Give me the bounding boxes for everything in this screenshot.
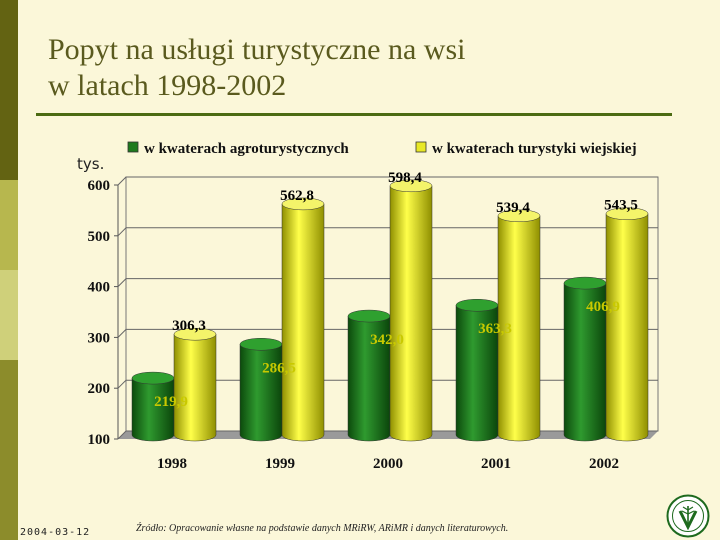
y-tick-label: 500 — [88, 229, 111, 245]
bar-top — [239, 338, 283, 351]
slide-title-line-1: Popyt na usługi turystyczne na wsi — [48, 33, 466, 66]
decorative-sidebar — [0, 0, 18, 540]
bar-top — [455, 298, 499, 312]
bar-top — [563, 276, 607, 290]
bar-2000-agro — [347, 315, 391, 442]
data-label: 306,3 — [172, 318, 206, 334]
bar-2001-agro — [455, 304, 499, 442]
agriculture-seal-icon — [666, 494, 710, 538]
y-tick-label: 600 — [88, 178, 111, 194]
bar-top — [131, 371, 175, 385]
bar-1998-wiejska — [173, 333, 217, 442]
data-label: 598,4 — [388, 170, 422, 186]
data-label: 539,4 — [496, 200, 530, 216]
x-tick-label: 2000 — [373, 456, 403, 472]
bar-top — [497, 209, 541, 223]
bar-2000-wiejska — [389, 185, 433, 442]
footer-source: Źródło: Opracowanie własne na podstawie … — [136, 523, 509, 534]
data-label: 562,8 — [280, 188, 314, 204]
x-tick-label: 1998 — [157, 456, 187, 472]
data-label: 286,5 — [262, 360, 296, 376]
data-label: 543,5 — [604, 198, 638, 214]
data-label: 406,9 — [586, 299, 620, 315]
gridline — [117, 176, 658, 186]
slide-title: Popyt na usługi turystyczne na wsi w lat… — [48, 32, 688, 104]
unit-label: tys. — [77, 155, 104, 173]
bar-1999-agro — [239, 344, 283, 442]
sidebar-band-4 — [0, 360, 18, 540]
bar-2002-agro — [563, 282, 607, 442]
legend-swatch — [415, 141, 427, 153]
y-tick-label: 300 — [88, 330, 111, 346]
bar-top — [347, 309, 391, 323]
legend-swatch — [127, 141, 139, 153]
data-label: 219,9 — [154, 394, 188, 410]
data-label: 363,3 — [478, 321, 512, 337]
x-tick-label: 2001 — [481, 456, 511, 472]
bar-2001-wiejska — [497, 215, 541, 442]
bar-1998-agro — [131, 377, 175, 442]
y-tick-label: 200 — [88, 381, 111, 397]
bar-top — [173, 327, 217, 341]
legend-label: w kwaterach agroturystycznych — [144, 141, 349, 157]
x-tick-label: 2002 — [589, 456, 619, 472]
bar-top — [389, 179, 433, 193]
bar-top — [605, 207, 649, 220]
sidebar-band-2 — [0, 180, 18, 270]
sidebar-band-1 — [0, 0, 18, 180]
gridline — [117, 227, 658, 237]
data-label: 342,0 — [370, 332, 404, 348]
legend-label: w kwaterach turystyki wiejskiej — [432, 141, 637, 157]
footer-date: 2004-03-12 — [20, 527, 91, 538]
bar-2002-wiejska — [605, 213, 649, 442]
gridline — [117, 278, 658, 287]
bar-1999-wiejska — [281, 203, 325, 442]
title-underline — [36, 113, 672, 116]
x-tick-label: 1999 — [265, 456, 295, 472]
y-tick-label: 100 — [88, 432, 111, 448]
sidebar-band-3 — [0, 270, 18, 360]
slide-title-line-2: w latach 1998-2002 — [48, 69, 287, 102]
y-tick-label: 400 — [88, 280, 111, 296]
bar-top — [281, 197, 325, 211]
